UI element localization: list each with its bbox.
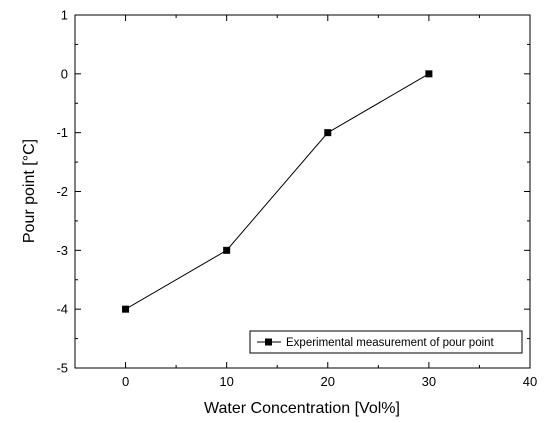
x-tick-label: 40 bbox=[523, 374, 537, 389]
data-point bbox=[324, 129, 332, 137]
y-tick-label: -2 bbox=[56, 184, 68, 199]
data-point bbox=[425, 70, 433, 78]
legend-box bbox=[249, 330, 523, 354]
y-tick-label: 1 bbox=[61, 8, 68, 23]
series-line bbox=[125, 73, 430, 310]
data-point bbox=[122, 305, 130, 313]
series-lines bbox=[125, 73, 430, 310]
legend: Experimental measurement of pour point bbox=[249, 330, 523, 354]
series-points bbox=[122, 70, 433, 313]
y-tick-label: -3 bbox=[56, 243, 68, 258]
x-tick-label: 0 bbox=[122, 374, 129, 389]
axis-ticks bbox=[74, 14, 531, 369]
x-tick-label: 20 bbox=[321, 374, 335, 389]
y-tick-label: -4 bbox=[56, 302, 68, 317]
y-axis-title: Pour point [°C] bbox=[21, 139, 38, 243]
x-tick-label: 10 bbox=[219, 374, 233, 389]
y-tick-label: -5 bbox=[56, 361, 68, 376]
y-tick-label: -1 bbox=[56, 125, 68, 140]
legend-label: Experimental measurement of pour point bbox=[286, 337, 495, 349]
x-tick-label: 30 bbox=[422, 374, 436, 389]
x-axis-title: Water Concentration [Vol%] bbox=[204, 400, 400, 417]
legend-marker bbox=[265, 338, 272, 346]
y-tick-label: 0 bbox=[61, 66, 68, 81]
data-point bbox=[223, 246, 231, 254]
plot-frame bbox=[74, 14, 531, 369]
